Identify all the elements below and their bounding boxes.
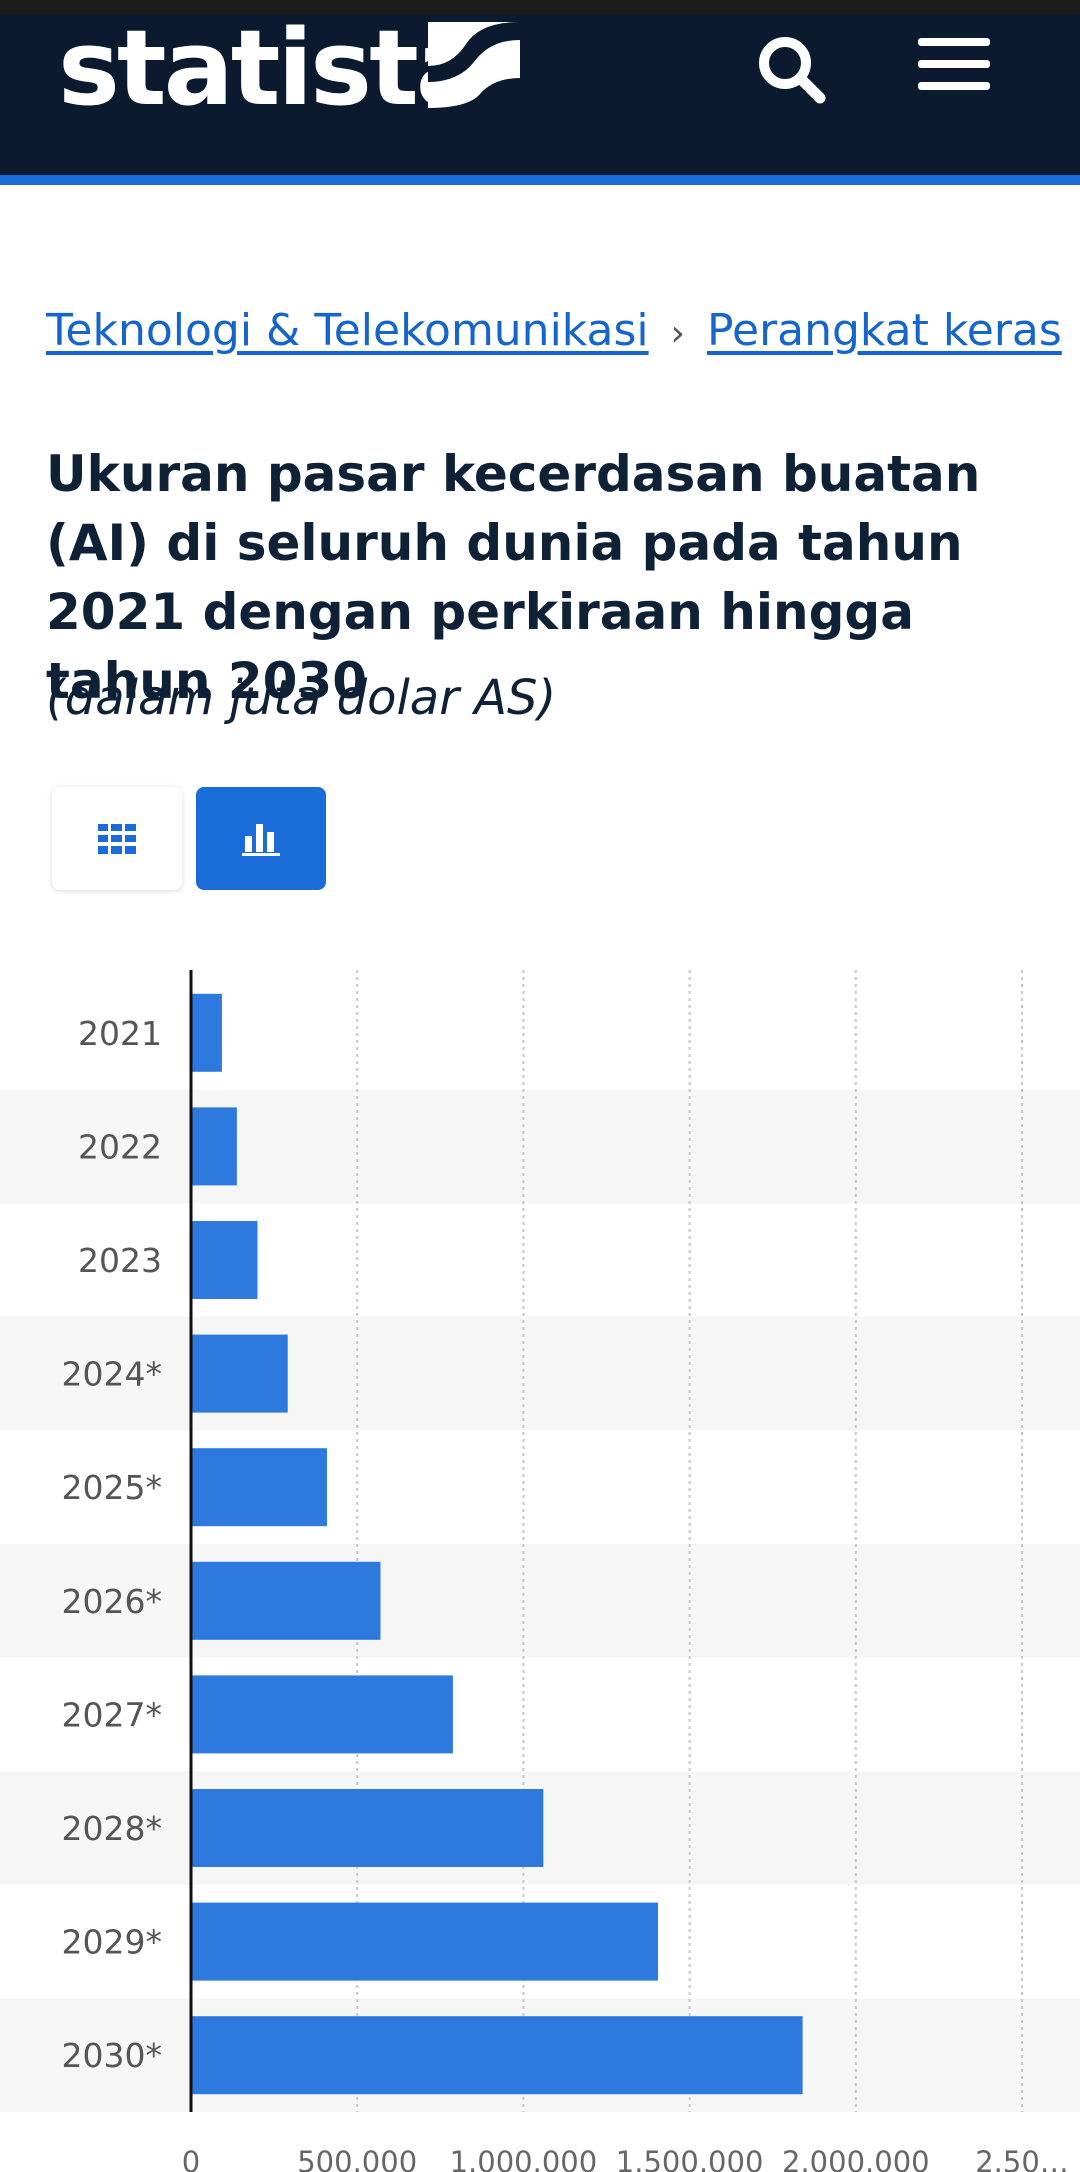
breadcrumb-link-hardware[interactable]: Perangkat keras	[707, 305, 1062, 356]
bar	[191, 1334, 288, 1413]
bar	[191, 1107, 237, 1186]
category-label: 2024*	[62, 1355, 162, 1394]
category-label: 2025*	[62, 1468, 162, 1507]
status-strip	[0, 0, 1080, 14]
header-accent-bar	[0, 175, 1080, 185]
table-grid-icon	[98, 823, 136, 854]
x-tick-label: 2.50…	[975, 2145, 1069, 2172]
category-label: 2021	[78, 1014, 162, 1053]
bar-chart: 2021 2022 2023 2024* 2025* 2026* 2027* 2028* 202…	[0, 970, 1080, 2172]
bar	[191, 1221, 258, 1299]
category-label: 2023	[78, 1241, 162, 1280]
category-label: 2026*	[62, 1582, 162, 1621]
category-label: 2030*	[62, 2036, 162, 2075]
x-tick-label: 0	[182, 2145, 200, 2172]
row-stripe	[0, 1089, 1080, 1204]
bar-chart-icon	[242, 823, 280, 856]
breadcrumb-separator: ›	[670, 313, 686, 354]
site-header: statista	[0, 0, 1080, 175]
x-tick-label: 2.000.000	[782, 2145, 930, 2172]
x-tick-label: 1.000.000	[450, 2145, 598, 2172]
statista-logo[interactable]: statista	[58, 7, 486, 129]
breadcrumb-link-technology[interactable]: Teknologi & Telekomunikasi	[46, 305, 649, 356]
bar	[191, 2016, 803, 2095]
row-stripe	[0, 1544, 1080, 1658]
bar	[191, 1675, 453, 1754]
bar	[191, 1561, 381, 1640]
statista-logo-mark	[428, 22, 520, 110]
page-title: Ukuran pasar kecerdasan buatan (AI) di s…	[46, 445, 981, 710]
category-label: 2029*	[62, 1923, 162, 1962]
category-label: 2028*	[62, 1809, 162, 1848]
menu-icon[interactable]	[914, 30, 994, 110]
search-icon[interactable]	[752, 30, 832, 110]
row-stripe	[0, 1316, 1080, 1431]
bar	[191, 1902, 659, 1981]
table-view-button[interactable]	[52, 787, 182, 890]
x-tick-label: 1.500.000	[616, 2145, 764, 2172]
chart-view-button[interactable]	[196, 787, 326, 890]
page-subtitle: (dalam juta dolar AS)	[46, 670, 557, 726]
bar	[191, 1789, 544, 1867]
bar	[191, 1448, 327, 1527]
category-label: 2022	[78, 1127, 162, 1166]
breadcrumb: Teknologi & Telekomunikasi › Perangkat ker…	[46, 305, 1062, 356]
x-tick-label: 500.000	[297, 2145, 417, 2172]
bar	[191, 993, 222, 1072]
category-label: 2027*	[62, 1695, 162, 1734]
